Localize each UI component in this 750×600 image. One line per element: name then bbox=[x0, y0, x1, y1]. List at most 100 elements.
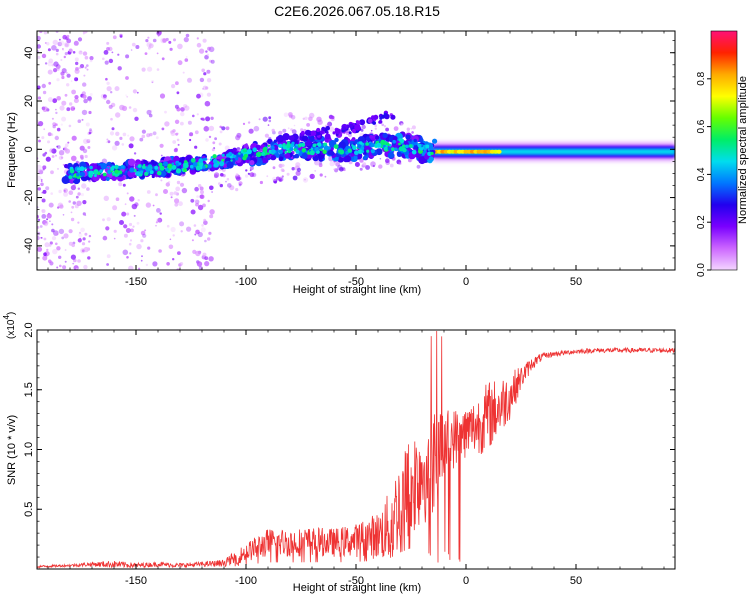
noise-point bbox=[194, 233, 197, 236]
noise-point bbox=[125, 76, 129, 80]
noise-point bbox=[172, 129, 176, 133]
ridge-core-point bbox=[301, 142, 306, 147]
noise-point bbox=[70, 185, 76, 191]
bottom-y-axis: 0.5 1.0 1.5 2.0 bbox=[23, 322, 675, 558]
ridge-point bbox=[413, 145, 418, 150]
noise-point bbox=[411, 125, 416, 130]
noise-point bbox=[152, 261, 158, 267]
colorbar-tick-label: 0.4 bbox=[696, 167, 707, 181]
noise-point bbox=[37, 55, 41, 60]
noise-point bbox=[41, 209, 46, 214]
noise-point bbox=[235, 173, 239, 177]
noise-point bbox=[84, 154, 88, 159]
noise-point bbox=[159, 93, 166, 99]
noise-point bbox=[122, 132, 127, 137]
branch-point bbox=[341, 126, 346, 131]
noise-point bbox=[81, 109, 88, 116]
noise-point bbox=[203, 72, 207, 76]
noise-point bbox=[83, 138, 89, 144]
noise-point bbox=[56, 266, 59, 269]
y-multiplier-exponent: 4 bbox=[2, 315, 11, 320]
noise-point bbox=[192, 114, 195, 118]
ridge-core-point bbox=[267, 152, 270, 155]
noise-point bbox=[144, 52, 148, 55]
noise-point bbox=[132, 225, 135, 228]
noise-point bbox=[195, 229, 200, 235]
noise-point bbox=[196, 93, 201, 99]
noise-point bbox=[51, 236, 57, 241]
noise-point bbox=[170, 196, 173, 199]
noise-point bbox=[253, 125, 260, 132]
noise-point bbox=[125, 228, 131, 233]
noise-point bbox=[278, 179, 282, 182]
noise-point bbox=[121, 211, 127, 217]
noise-point bbox=[206, 92, 211, 97]
ridge-point bbox=[375, 148, 383, 156]
noise-point bbox=[83, 74, 86, 77]
noise-point bbox=[80, 50, 82, 53]
noise-point bbox=[43, 252, 47, 256]
ridge-point bbox=[255, 144, 261, 150]
noise-point bbox=[84, 214, 87, 217]
noise-point bbox=[209, 185, 214, 191]
noise-point bbox=[48, 58, 54, 64]
noise-point bbox=[49, 241, 53, 245]
noise-point bbox=[302, 117, 305, 121]
noise-point bbox=[179, 182, 185, 187]
noise-point bbox=[71, 205, 75, 209]
noise-point bbox=[64, 42, 70, 48]
noise-point bbox=[52, 98, 58, 104]
noise-point bbox=[169, 238, 172, 241]
noise-point bbox=[82, 94, 87, 99]
noise-point bbox=[201, 68, 205, 73]
noise-point bbox=[174, 119, 180, 125]
noise-point bbox=[119, 220, 124, 225]
ridge-core-point bbox=[366, 149, 370, 153]
noise-point bbox=[204, 261, 210, 267]
noise-point bbox=[152, 38, 157, 43]
noise-point bbox=[202, 38, 207, 43]
noise-point bbox=[146, 133, 151, 138]
noise-point bbox=[42, 189, 47, 194]
noise-point bbox=[249, 169, 252, 172]
colorbar-gradient bbox=[710, 30, 738, 271]
noise-point bbox=[208, 135, 212, 139]
noise-point bbox=[381, 123, 385, 127]
noise-point bbox=[179, 262, 184, 266]
noise-point bbox=[59, 264, 62, 268]
ridge-core-point bbox=[79, 166, 85, 172]
noise-point bbox=[400, 123, 404, 126]
x-tick-label: -50 bbox=[348, 575, 364, 587]
noise-point bbox=[50, 133, 54, 136]
noise-point bbox=[109, 131, 115, 136]
noise-point bbox=[83, 246, 89, 253]
noise-point bbox=[77, 187, 81, 190]
noise-point bbox=[348, 133, 352, 137]
y-tick-label: 1.5 bbox=[23, 382, 35, 397]
noise-point bbox=[82, 51, 88, 56]
noise-point bbox=[106, 263, 109, 266]
noise-point bbox=[83, 264, 88, 270]
colorbar-ticks: 0.0 0.2 0.4 0.6 0.8 bbox=[696, 71, 711, 277]
noise-point bbox=[119, 35, 123, 38]
ridge-point bbox=[369, 135, 374, 139]
ridge-core-point bbox=[289, 146, 294, 152]
noise-point bbox=[389, 163, 394, 168]
noise-point bbox=[88, 240, 91, 243]
ridge-core-point bbox=[190, 158, 196, 163]
noise-point bbox=[164, 110, 167, 114]
noise-point bbox=[42, 255, 48, 261]
noise-point bbox=[121, 143, 125, 146]
noise-point bbox=[63, 148, 68, 153]
noise-point bbox=[283, 112, 289, 118]
noise-point bbox=[203, 126, 210, 132]
noise-point bbox=[302, 177, 309, 183]
ridge-core-point bbox=[114, 169, 119, 174]
noise-point bbox=[199, 48, 205, 54]
noise-point bbox=[178, 201, 183, 207]
noise-point bbox=[194, 145, 198, 149]
noise-point bbox=[48, 212, 50, 215]
noise-point bbox=[282, 128, 287, 133]
top-y-axis-label: Frequency (Hz) bbox=[6, 112, 18, 188]
ridge-core-point bbox=[219, 161, 225, 167]
